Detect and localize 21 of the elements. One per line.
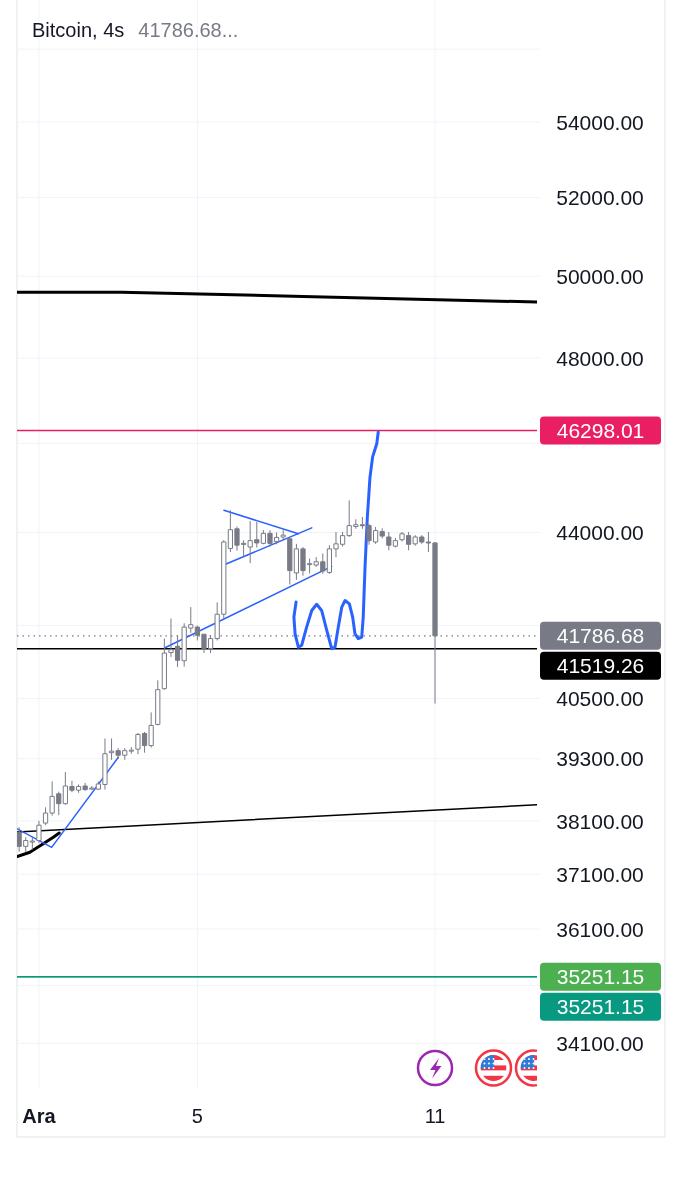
y-tick-label: 44000.00 (556, 520, 644, 544)
y-tick-label: 54000.00 (556, 110, 644, 134)
ref-line-label: 46298.01 (556, 418, 645, 442)
x-tick-label: Ara (22, 1105, 57, 1127)
y-tick-label: 38100.00 (556, 809, 644, 833)
y-tick-label: 50000.00 (556, 264, 644, 288)
y-tick-label: 36100.00 (556, 917, 644, 941)
y-tick-label: 52000.00 (556, 186, 644, 210)
y-tick-label: 37100.00 (556, 862, 644, 886)
y-tick-label: 48000.00 (556, 346, 644, 370)
ref-line-label: 41519.26 (556, 654, 645, 678)
x-tick-label: 11 (424, 1105, 446, 1127)
ref-line-label: 35251.15 (556, 965, 645, 989)
y-tick-label: 39300.00 (556, 747, 644, 771)
text: Bitcoin, 4s (32, 18, 125, 43)
ref-line-label: 41786.68 (556, 624, 645, 648)
y-tick-label: 40500.00 (556, 687, 644, 711)
y-tick-label: 34100.00 (556, 1031, 644, 1055)
x-tick-label: 5 (191, 1105, 203, 1127)
ref-line-label: 35251.15 (556, 995, 645, 1019)
text: 41786.68... (138, 18, 239, 43)
